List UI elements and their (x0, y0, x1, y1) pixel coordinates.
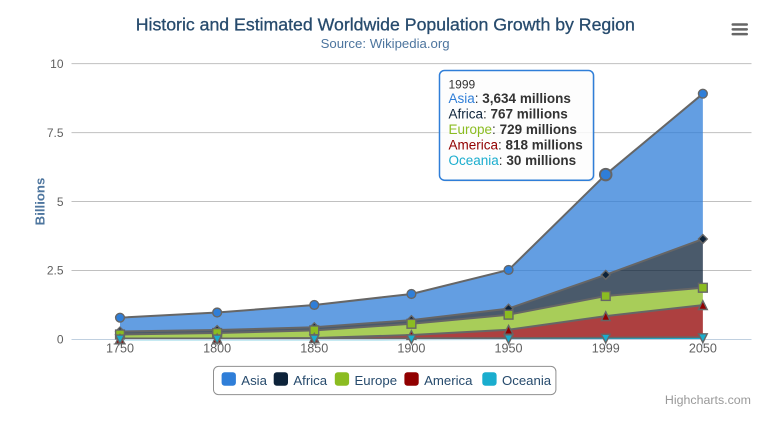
svg-text:2.5: 2.5 (47, 264, 64, 278)
svg-text:Europe: 729 millions: Europe: 729 millions (449, 122, 577, 137)
svg-text:2050: 2050 (689, 341, 717, 355)
svg-text:Oceania: Oceania (502, 373, 552, 388)
svg-text:Africa: 767 millions: Africa: 767 millions (449, 106, 568, 121)
svg-text:1950: 1950 (495, 341, 523, 355)
svg-text:10: 10 (50, 57, 64, 71)
svg-text:America: 818 millions: America: 818 millions (449, 138, 583, 153)
svg-text:1850: 1850 (300, 341, 328, 355)
svg-text:Africa: Africa (293, 373, 327, 388)
svg-text:7.5: 7.5 (47, 126, 64, 140)
svg-text:Highcharts.com: Highcharts.com (665, 393, 751, 407)
svg-text:Asia: 3,634 millions: Asia: 3,634 millions (449, 91, 571, 106)
svg-text:Europe: Europe (355, 373, 398, 388)
svg-text:Asia: Asia (241, 373, 267, 388)
svg-text:Oceania: 30 millions: Oceania: 30 millions (449, 153, 577, 168)
svg-text:America: America (424, 373, 473, 388)
svg-text:1750: 1750 (106, 341, 134, 355)
svg-text:5: 5 (57, 195, 64, 209)
svg-text:Source: Wikipedia.org: Source: Wikipedia.org (321, 36, 450, 51)
svg-text:1800: 1800 (203, 341, 231, 355)
svg-text:1900: 1900 (397, 341, 425, 355)
svg-text:0: 0 (57, 333, 64, 347)
svg-text:Billions: Billions (33, 178, 48, 226)
svg-text:1999: 1999 (449, 78, 476, 92)
svg-text:1999: 1999 (592, 341, 620, 355)
svg-text:Historic and Estimated Worldwi: Historic and Estimated Worldwide Populat… (136, 15, 635, 35)
